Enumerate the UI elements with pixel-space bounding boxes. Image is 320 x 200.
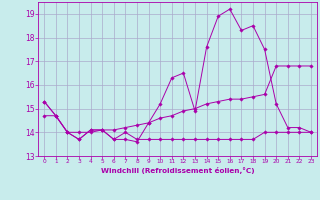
X-axis label: Windchill (Refroidissement éolien,°C): Windchill (Refroidissement éolien,°C)	[101, 167, 254, 174]
